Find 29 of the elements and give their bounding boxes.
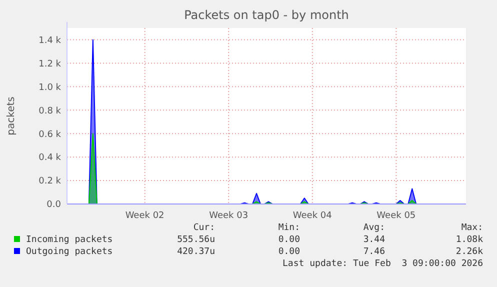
text: Max:: [461, 223, 483, 233]
legend-label: Incoming packets: [26, 235, 113, 245]
legend-label: Outgoing packets: [26, 247, 113, 257]
text: 555.56u: [177, 235, 215, 245]
y-tick-label: 1.2 k: [38, 59, 62, 70]
x-tick-label: Week 03: [209, 211, 248, 221]
y-tick-label: 1.0 k: [38, 82, 62, 93]
y-tick-label: 0.2 k: [38, 176, 62, 187]
text: 0.00: [278, 247, 300, 257]
text: Avg:: [363, 223, 385, 233]
text: 1.08k: [456, 235, 484, 245]
chart-title: Packets on tap0 - by month: [184, 8, 349, 22]
x-tick-label: Week 05: [376, 211, 416, 221]
y-tick-label: 0.8 k: [38, 106, 62, 116]
x-tick-label: Week 04: [292, 211, 332, 221]
y-tick-label: 1.4 k: [38, 36, 62, 46]
text: 420.37u: [177, 247, 215, 257]
text: Cur:: [193, 223, 215, 233]
y-tick-label: 0.6 k: [38, 130, 62, 140]
y-axis-title: packets: [6, 96, 17, 136]
y-tick-label: 0.0: [46, 200, 62, 210]
text: 2.26k: [456, 247, 484, 257]
text: 0.00: [278, 235, 300, 245]
y-tick-label: 0.4 k: [38, 153, 62, 164]
text: 7.46: [363, 247, 385, 257]
x-tick-label: Week 02: [125, 211, 164, 221]
text: Min:: [278, 223, 300, 233]
text: Last update: Tue Feb 3 09:00:00 2026: [282, 259, 483, 269]
text: 3.44: [363, 235, 385, 245]
